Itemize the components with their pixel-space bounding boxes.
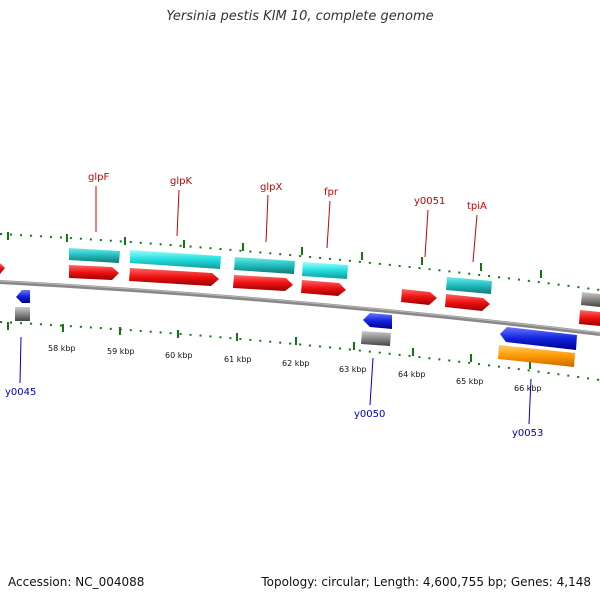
scale-label-60: 60 kbp [165, 351, 193, 360]
major-ticks [7, 232, 542, 369]
feature-tpiA-outer [446, 277, 492, 294]
gene-label-fpr: fpr [324, 187, 339, 198]
feature-y0045 [16, 290, 30, 303]
forward-outer-features [69, 248, 492, 294]
genome-summary-text: Topology: circular; Length: 4,600,755 bp… [261, 575, 591, 589]
scale-label-62: 62 kbp [282, 359, 310, 368]
feature-glpK [129, 268, 219, 286]
feature-fpr-outer [302, 262, 348, 279]
feature-fpr [301, 280, 346, 296]
forward-inner-features [0, 263, 600, 326]
feature-y0050 [363, 313, 392, 329]
feature-right-edge-grey [581, 292, 600, 307]
scale-label-63: 63 kbp [339, 365, 367, 374]
feature-y0050-grey [361, 331, 391, 346]
scale-label-59: 59 kbp [107, 347, 135, 356]
scale-labels: 58 kbp 59 kbp 60 kbp 61 kbp 62 kbp 63 kb… [48, 344, 542, 393]
label-leaders-forward [95, 186, 478, 263]
feature-glpF-outer [69, 248, 120, 263]
reverse-features [15, 290, 577, 367]
label-leaders-reverse [19, 336, 532, 425]
gene-label-y0045: y0045 [5, 387, 36, 398]
map-title: Yersinia pestis KIM 10, complete genome [166, 9, 434, 24]
feature-glpX-outer [234, 257, 295, 274]
feature-left-edge-arrow [0, 263, 5, 274]
feature-y0051 [401, 289, 437, 305]
feature-glpF [69, 265, 119, 280]
scale-label-64: 64 kbp [398, 370, 426, 379]
outer-tick-ring [0, 233, 600, 291]
feature-orange [498, 345, 575, 367]
gene-label-glpF: glpF [88, 172, 109, 183]
accession-text: Accession: NC_004088 [8, 575, 145, 589]
gene-labels-forward: glpF glpK glpX fpr y0051 tpiA [88, 172, 487, 212]
scale-label-58: 58 kbp [48, 344, 76, 353]
gene-label-y0050: y0050 [354, 409, 385, 420]
feature-tpiA [445, 294, 490, 311]
feature-y0053 [500, 327, 577, 350]
feature-glpX [233, 275, 293, 291]
feature-glpK-outer [130, 250, 221, 269]
feature-right-edge-red [579, 310, 600, 326]
scale-label-61: 61 kbp [224, 355, 252, 364]
feature-y0045-grey [15, 307, 30, 321]
gene-label-tpiA: tpiA [467, 201, 487, 212]
scale-label-66: 66 kbp [514, 384, 542, 393]
gene-label-y0051: y0051 [414, 196, 445, 207]
gene-label-glpX: glpX [260, 182, 282, 193]
genome-backbone-highlight [0, 280, 600, 334]
genome-backbone [0, 280, 600, 336]
scale-label-65: 65 kbp [456, 377, 484, 386]
gene-labels-reverse: y0045 y0050 y0053 [5, 387, 543, 439]
gene-label-glpK: glpK [170, 176, 192, 187]
gene-label-y0053: y0053 [512, 428, 543, 439]
inner-tick-ring [0, 321, 600, 381]
